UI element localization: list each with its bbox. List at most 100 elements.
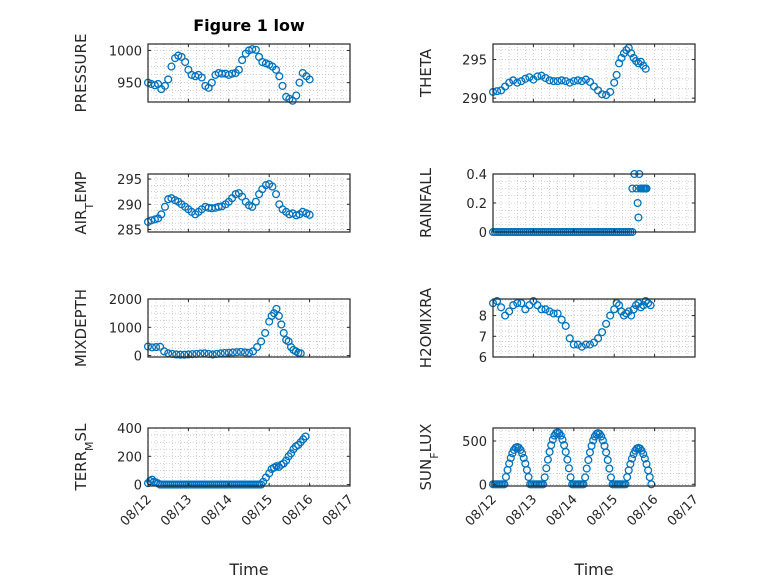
y-tick-label: 8 xyxy=(479,310,487,325)
data-point xyxy=(603,455,612,465)
data-point xyxy=(533,72,542,81)
axes-box xyxy=(147,427,351,487)
data-point xyxy=(519,453,528,463)
y-tick-label: 0 xyxy=(479,478,487,493)
data-point xyxy=(257,480,266,489)
y-tick-label: 500 xyxy=(462,435,487,450)
subplot-8: 0 500 SUNFLUX 08/12 08/13 08/14 08/15 08/16 08/1… xyxy=(417,424,702,579)
data-point xyxy=(505,307,514,316)
data-point xyxy=(272,190,281,199)
data-point xyxy=(565,78,574,87)
subplot-1: 950 1000 PRESSURE xyxy=(72,34,351,112)
data-point xyxy=(573,340,582,349)
x-tick-label: 08/12 xyxy=(118,492,155,529)
data-point xyxy=(644,299,653,308)
data-point xyxy=(543,455,552,464)
x-tick-label: 08/16 xyxy=(279,492,316,529)
data-point xyxy=(628,184,637,193)
y-tick-label: 200 xyxy=(117,450,142,465)
y-tick-label: 1000 xyxy=(109,44,142,59)
y-axis-label: H2OMIXRA xyxy=(417,287,435,368)
x-tick-label: 08/12 xyxy=(463,492,500,529)
data-point xyxy=(631,56,641,66)
data-point xyxy=(272,65,281,74)
data-point xyxy=(505,459,514,468)
data-point xyxy=(547,441,556,450)
data-point xyxy=(634,299,643,308)
data-point xyxy=(197,73,206,82)
data-point xyxy=(606,87,615,96)
data-point xyxy=(639,450,648,459)
data-point xyxy=(573,76,582,85)
data-point xyxy=(558,435,567,444)
data-point xyxy=(556,431,565,440)
data-point xyxy=(585,77,595,86)
subplot-3: 285 290 295 AIRTEMP xyxy=(72,171,351,238)
data-point xyxy=(545,307,554,316)
data-point xyxy=(492,297,502,306)
data-point xyxy=(565,334,574,343)
axes-box xyxy=(492,298,696,358)
data-point xyxy=(505,78,514,87)
data-point xyxy=(160,81,170,90)
data-point xyxy=(513,299,522,308)
data-point xyxy=(569,77,578,86)
data-point xyxy=(160,202,170,211)
plot-area xyxy=(493,299,695,357)
data-point xyxy=(577,77,586,86)
data-point xyxy=(180,350,189,359)
data-point xyxy=(251,45,260,54)
data-point xyxy=(587,441,596,450)
data-point xyxy=(234,65,243,74)
x-tick-label: 08/13 xyxy=(503,492,540,529)
data-point xyxy=(497,303,506,312)
y-tick-label: 1000 xyxy=(109,321,142,336)
data-point xyxy=(629,305,638,314)
y-tick-label: 0 xyxy=(479,226,487,241)
data-point xyxy=(248,45,257,54)
data-point xyxy=(602,319,611,328)
y-axis-label: THETA xyxy=(417,48,435,98)
data-point xyxy=(605,464,614,473)
data-point xyxy=(492,87,502,96)
data-point xyxy=(501,311,510,320)
data-point xyxy=(236,347,245,356)
axes-box xyxy=(147,298,351,358)
data-point xyxy=(610,78,619,87)
data-point xyxy=(265,469,274,478)
data-point xyxy=(642,184,651,193)
data-point xyxy=(589,338,599,347)
data-point xyxy=(305,75,314,84)
y-tick-label: 7 xyxy=(479,330,487,345)
data-point xyxy=(541,73,550,83)
y-axis-label: TERRMSL xyxy=(72,423,96,492)
data-point xyxy=(529,297,538,306)
data-point xyxy=(509,76,518,85)
data-point xyxy=(176,350,185,359)
data-point xyxy=(232,348,241,357)
data-point xyxy=(208,350,217,359)
data-point xyxy=(622,309,631,318)
data-point xyxy=(524,472,533,482)
subplot-6: 6 7 8 H2OMIXRA xyxy=(417,287,696,368)
data-point xyxy=(627,454,637,463)
data-point xyxy=(581,340,590,349)
data-point xyxy=(553,77,562,86)
axes-box xyxy=(492,427,696,487)
data-point xyxy=(540,473,549,482)
axes-box xyxy=(147,43,351,103)
data-point xyxy=(633,198,642,208)
data-point xyxy=(537,71,546,80)
data-point xyxy=(513,78,522,87)
y-tick-label: 295 xyxy=(117,173,142,188)
data-point xyxy=(164,75,173,84)
data-point xyxy=(240,348,250,357)
y-tick-label: 950 xyxy=(117,77,142,92)
y-tick-label: 0 xyxy=(134,479,142,494)
data-point xyxy=(184,350,193,359)
y-axis-label: RAINFALL xyxy=(417,167,435,238)
data-point xyxy=(561,321,570,330)
y-axis-label: AIRTEMP xyxy=(72,171,96,234)
data-point xyxy=(533,301,542,310)
